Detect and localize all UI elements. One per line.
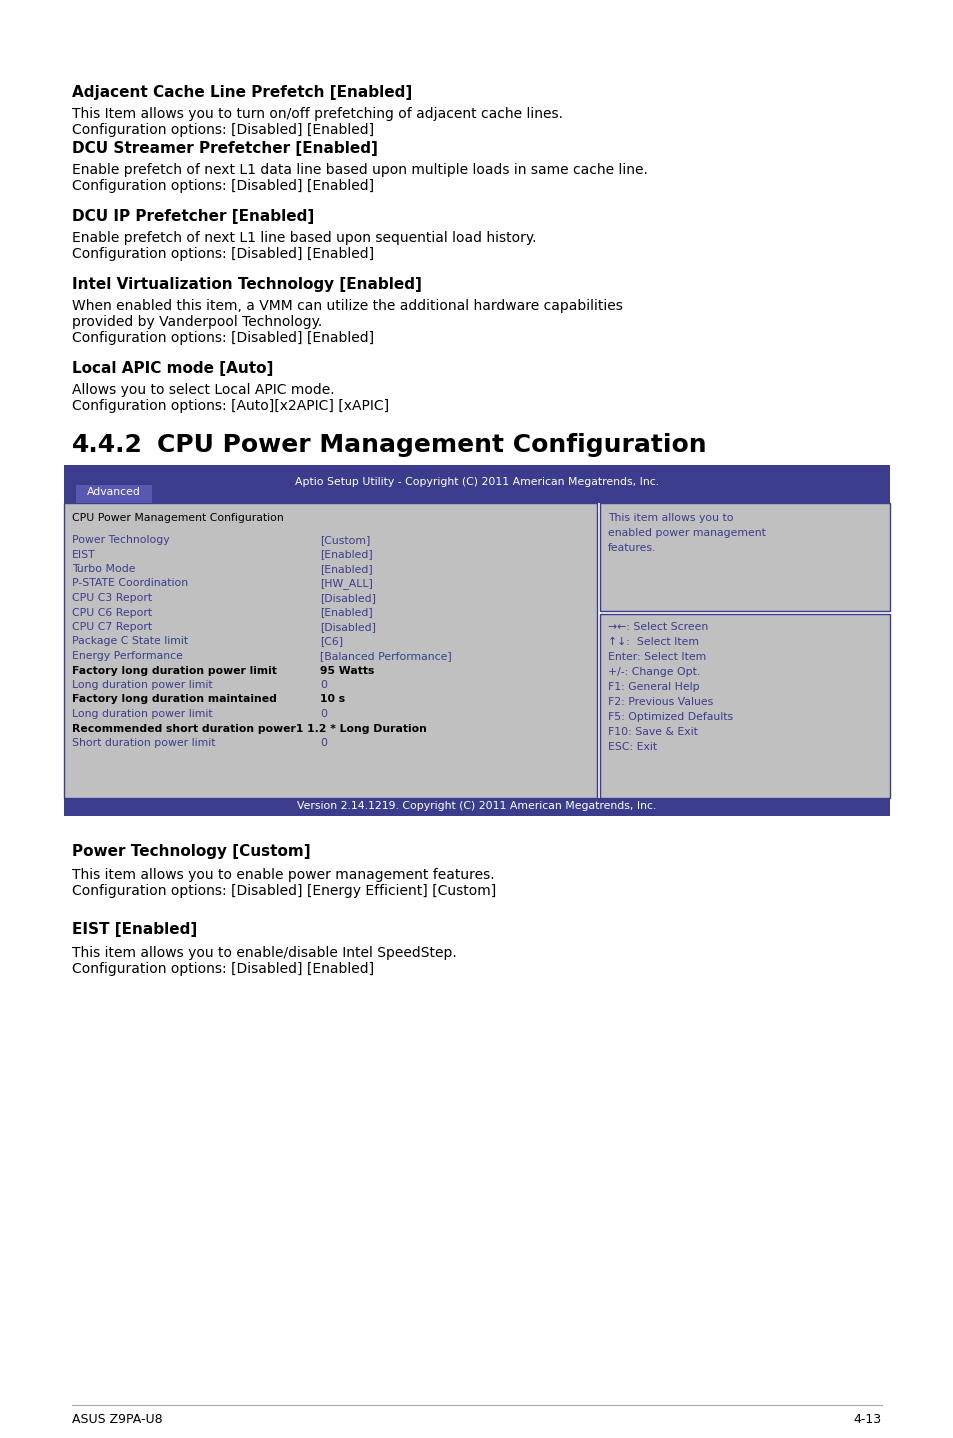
Text: Local APIC mode [Auto]: Local APIC mode [Auto]	[71, 361, 274, 375]
Text: [Balanced Performance]: [Balanced Performance]	[319, 651, 452, 661]
Bar	[64, 798, 889, 815]
Text: Aptio Setup Utility - Copyright (C) 2011 American Megatrends, Inc.: Aptio Setup Utility - Copyright (C) 2011…	[294, 477, 659, 487]
Text: Configuration options: [Disabled] [Enabled]: Configuration options: [Disabled] [Enabl…	[71, 247, 374, 262]
Bar	[64, 464, 889, 503]
Text: Enable prefetch of next L1 line based upon sequential load history.: Enable prefetch of next L1 line based up…	[71, 232, 536, 244]
Text: This Item allows you to turn on/off prefetching of adjacent cache lines.: This Item allows you to turn on/off pref…	[71, 106, 562, 121]
Text: Version 2.14.1219. Copyright (C) 2011 American Megatrends, Inc.: Version 2.14.1219. Copyright (C) 2011 Am…	[297, 801, 656, 811]
Bar	[599, 503, 889, 611]
Text: Factory long duration power limit: Factory long duration power limit	[71, 666, 276, 676]
Text: This item allows you to enable power management features.: This item allows you to enable power man…	[71, 869, 494, 881]
Text: Short duration power limit: Short duration power limit	[71, 738, 215, 748]
Text: [Enabled]: [Enabled]	[319, 564, 373, 574]
Text: EIST [Enabled]: EIST [Enabled]	[71, 922, 197, 938]
Text: 4.4.2: 4.4.2	[71, 433, 143, 457]
Text: 0: 0	[319, 709, 327, 719]
Text: [Enabled]: [Enabled]	[319, 607, 373, 617]
Text: DCU IP Prefetcher [Enabled]: DCU IP Prefetcher [Enabled]	[71, 209, 314, 224]
Text: Power Technology [Custom]: Power Technology [Custom]	[71, 844, 311, 858]
Text: [Disabled]: [Disabled]	[319, 592, 375, 603]
Text: 10 s: 10 s	[319, 695, 345, 705]
Text: Configuration options: [Disabled] [Enabled]: Configuration options: [Disabled] [Enabl…	[71, 124, 374, 137]
Bar	[76, 485, 152, 503]
Text: When enabled this item, a VMM can utilize the additional hardware capabilities: When enabled this item, a VMM can utiliz…	[71, 299, 622, 313]
Text: F5: Optimized Defaults: F5: Optimized Defaults	[607, 712, 732, 722]
Text: provided by Vanderpool Technology.: provided by Vanderpool Technology.	[71, 315, 322, 329]
Text: Intel Virtualization Technology [Enabled]: Intel Virtualization Technology [Enabled…	[71, 278, 421, 292]
Text: 0: 0	[319, 738, 327, 748]
Text: ESC: Exit: ESC: Exit	[607, 742, 657, 752]
Text: +/-: Change Opt.: +/-: Change Opt.	[607, 667, 700, 677]
Text: F2: Previous Values: F2: Previous Values	[607, 697, 713, 707]
Text: Allows you to select Local APIC mode.: Allows you to select Local APIC mode.	[71, 383, 335, 397]
Text: CPU C7 Report: CPU C7 Report	[71, 623, 152, 631]
Text: Configuration options: [Auto][x2APIC] [xAPIC]: Configuration options: [Auto][x2APIC] [x…	[71, 398, 389, 413]
Text: Turbo Mode: Turbo Mode	[71, 564, 135, 574]
Text: Configuration options: [Disabled] [Enabled]: Configuration options: [Disabled] [Enabl…	[71, 962, 374, 976]
Text: 0: 0	[319, 680, 327, 690]
Text: 4-13: 4-13	[853, 1414, 882, 1426]
Bar	[64, 503, 597, 798]
Text: Factory long duration maintained: Factory long duration maintained	[71, 695, 276, 705]
Text: [Custom]: [Custom]	[319, 535, 370, 545]
Text: Power Technology: Power Technology	[71, 535, 170, 545]
Text: [Enabled]: [Enabled]	[319, 549, 373, 559]
Text: 95 Watts: 95 Watts	[319, 666, 374, 676]
Text: This item allows you to: This item allows you to	[607, 513, 733, 523]
Text: Enter: Select Item: Enter: Select Item	[607, 651, 705, 661]
Text: Long duration power limit: Long duration power limit	[71, 709, 213, 719]
Text: [HW_ALL]: [HW_ALL]	[319, 578, 373, 590]
Text: Configuration options: [Disabled] [Energy Efficient] [Custom]: Configuration options: [Disabled] [Energ…	[71, 884, 496, 897]
Text: enabled power management: enabled power management	[607, 528, 765, 538]
Text: CPU Power Management Configuration: CPU Power Management Configuration	[71, 513, 283, 523]
Text: →←: Select Screen: →←: Select Screen	[607, 623, 707, 631]
Text: features.: features.	[607, 544, 656, 554]
Text: F1: General Help: F1: General Help	[607, 682, 699, 692]
Text: Configuration options: [Disabled] [Enabled]: Configuration options: [Disabled] [Enabl…	[71, 331, 374, 345]
Text: Package C State limit: Package C State limit	[71, 637, 188, 647]
Text: Advanced: Advanced	[87, 487, 141, 498]
Text: DCU Streamer Prefetcher [Enabled]: DCU Streamer Prefetcher [Enabled]	[71, 141, 377, 155]
Text: [Disabled]: [Disabled]	[319, 623, 375, 631]
Text: P-STATE Coordination: P-STATE Coordination	[71, 578, 188, 588]
Text: Adjacent Cache Line Prefetch [Enabled]: Adjacent Cache Line Prefetch [Enabled]	[71, 85, 412, 101]
Text: F10: Save & Exit: F10: Save & Exit	[607, 728, 698, 738]
Text: Enable prefetch of next L1 data line based upon multiple loads in same cache lin: Enable prefetch of next L1 data line bas…	[71, 162, 647, 177]
Text: Recommended short duration power1 1.2 * Long Duration: Recommended short duration power1 1.2 * …	[71, 723, 426, 733]
Text: CPU Power Management Configuration: CPU Power Management Configuration	[157, 433, 706, 457]
Bar	[599, 614, 889, 798]
Text: Energy Performance: Energy Performance	[71, 651, 183, 661]
Text: This item allows you to enable/disable Intel SpeedStep.: This item allows you to enable/disable I…	[71, 946, 456, 961]
Text: CPU C3 Report: CPU C3 Report	[71, 592, 152, 603]
Text: Long duration power limit: Long duration power limit	[71, 680, 213, 690]
Text: [C6]: [C6]	[319, 637, 343, 647]
Text: ↑↓:  Select Item: ↑↓: Select Item	[607, 637, 699, 647]
Text: CPU C6 Report: CPU C6 Report	[71, 607, 152, 617]
Text: ASUS Z9PA-U8: ASUS Z9PA-U8	[71, 1414, 162, 1426]
Text: EIST: EIST	[71, 549, 95, 559]
Text: Configuration options: [Disabled] [Enabled]: Configuration options: [Disabled] [Enabl…	[71, 178, 374, 193]
